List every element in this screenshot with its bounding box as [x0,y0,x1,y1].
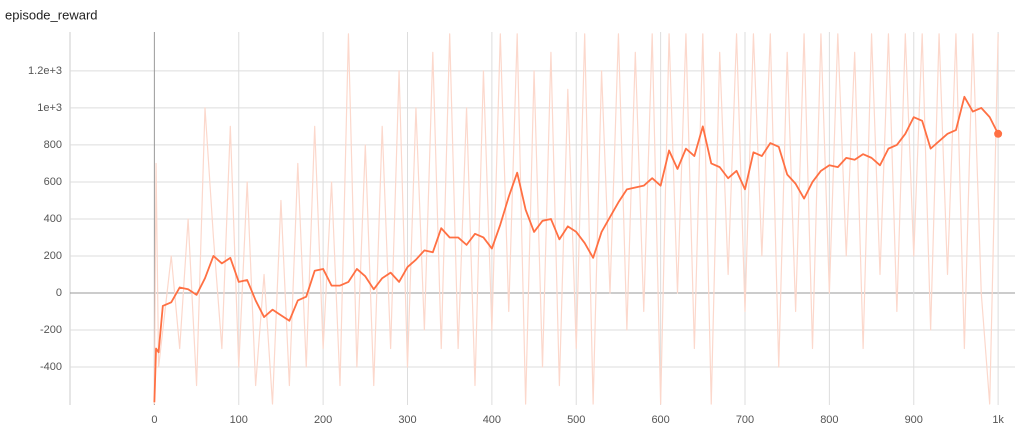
y-tick-label: 1e+3 [37,102,62,114]
x-tick-label: 700 [736,414,754,426]
y-tick-label: -400 [40,361,62,373]
x-tick-label: 600 [651,414,669,426]
tick-labels: -400 -200 0 200 400 600 800 1e+3 1.2e+3 0 100 200 30… [28,65,1004,426]
x-tick-label: 800 [820,414,838,426]
series-line [153,95,999,403]
x-tick-label: 100 [230,414,248,426]
x-tick-label: 1k [992,414,1004,426]
series-line [153,33,999,405]
x-tick-label: 900 [905,414,923,426]
plot-area [153,33,1003,405]
x-tick-label: 0 [151,414,157,426]
x-tick-label: 200 [314,414,332,426]
y-tick-label: 400 [44,213,62,225]
y-tick-label: 800 [44,139,62,151]
x-tick-label: 400 [483,414,501,426]
y-tick-label: 200 [44,250,62,262]
end-point [994,129,1003,138]
y-tick-label: 0 [56,287,62,299]
y-tick-label: 600 [44,176,62,188]
x-tick-label: 500 [567,414,585,426]
grid [69,32,1015,405]
x-tick-label: 300 [398,414,416,426]
y-tick-label: 1.2e+3 [28,65,62,77]
chart-title: episode_reward [5,7,98,22]
y-tick-label: -200 [40,324,62,336]
